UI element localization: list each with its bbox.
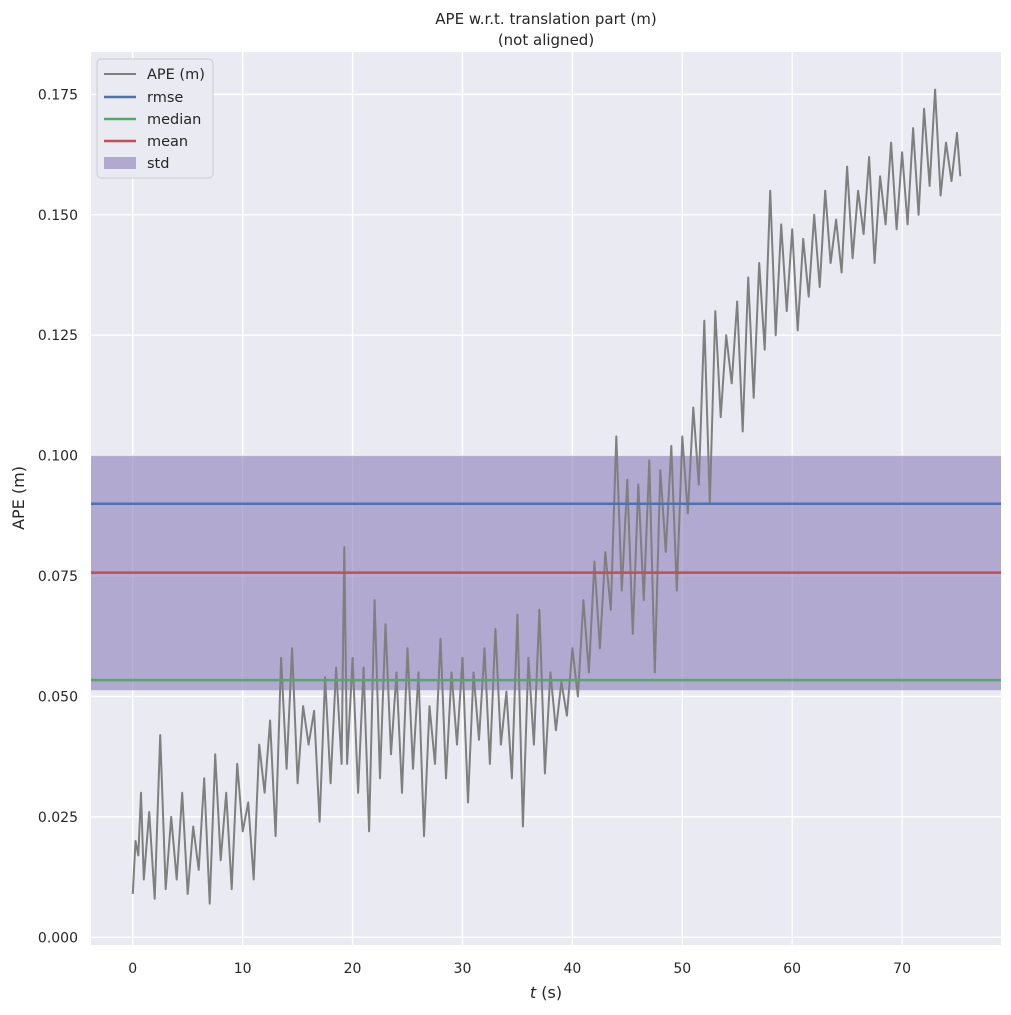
x-tick-label: 60: [783, 961, 801, 977]
x-axis-label: t (s): [530, 983, 562, 1002]
y-tick-label: 0.175: [38, 87, 78, 103]
legend-label-mean: mean: [147, 134, 188, 150]
ape-series-line: [131, 88, 962, 905]
y-tick-label: 0.075: [38, 569, 78, 585]
legend-label-median: median: [147, 112, 201, 128]
y-axis-label: APE (m): [9, 466, 28, 530]
x-tick-label: 50: [673, 961, 691, 977]
x-tick-label: 40: [563, 961, 581, 977]
legend: APE (m) rmse median mean std: [96, 58, 214, 179]
x-tick-label: 70: [893, 961, 911, 977]
y-tick-label: 0.125: [38, 328, 78, 344]
x-tick-label: 30: [454, 961, 472, 977]
y-tick-label: 0.150: [38, 208, 78, 224]
chart-title: APE w.r.t. translation part (m): [435, 10, 656, 28]
legend-box: [96, 58, 214, 179]
legend-label-std: std: [147, 156, 169, 172]
y-tick-label: 0.000: [38, 930, 78, 946]
x-tick-labels: 0 10 20 30 40 50 60 70: [128, 961, 911, 977]
y-tick-label: 0.050: [38, 689, 78, 705]
y-tick-label: 0.025: [38, 810, 78, 826]
x-tick-label: 0: [128, 961, 137, 977]
x-tick-label: 10: [234, 961, 252, 977]
y-tick-label: 0.100: [38, 449, 78, 465]
x-axis-label-symbol: t: [530, 983, 537, 1002]
chart-subtitle: (not aligned): [498, 31, 594, 49]
x-axis-label-unit: (s): [536, 983, 562, 1002]
x-tick-label: 20: [344, 961, 362, 977]
legend-label-ape: APE (m): [147, 67, 205, 83]
y-tick-labels: 0.000 0.025 0.050 0.075 0.100 0.125 0.150 0.175: [38, 87, 78, 946]
legend-label-rmse: rmse: [147, 90, 183, 106]
legend-swatch-std: [104, 157, 136, 169]
